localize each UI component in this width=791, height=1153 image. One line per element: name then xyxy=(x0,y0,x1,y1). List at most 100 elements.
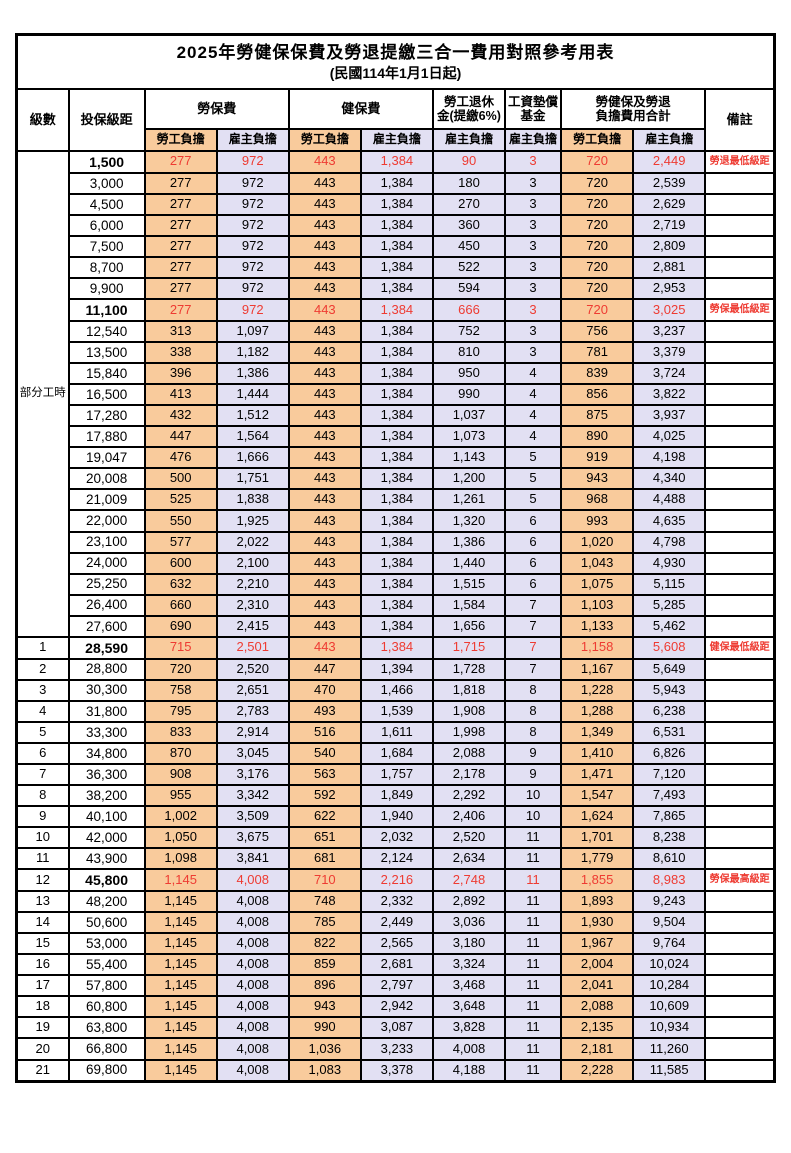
li-employee-cell: 525 xyxy=(143,488,218,512)
pension-employer-cell: 3,828 xyxy=(431,1016,507,1040)
total-employee-cell: 1,075 xyxy=(560,572,635,596)
remark-cell xyxy=(704,446,776,470)
table-row: 7 36,300 908 3,176 563 1,757 2,178 9 1,471 7,120 xyxy=(15,762,776,786)
li-employer-cell: 2,210 xyxy=(215,572,290,596)
hi-employer-cell: 1,384 xyxy=(359,340,434,365)
total-employee-cell: 756 xyxy=(560,319,635,343)
table-row: 14 50,600 1,145 4,008 785 2,449 3,036 11 1,930 9,… xyxy=(15,911,776,935)
table-row: 12 45,800 1,145 4,008 710 2,216 2,748 11 1,855 8,… xyxy=(15,868,776,892)
remark-cell xyxy=(704,213,776,237)
col-header-remark: 備註 xyxy=(704,88,776,152)
bracket-cell: 60,800 xyxy=(67,995,146,1019)
total-employer-cell: 10,934 xyxy=(632,1016,707,1040)
pension-employer-cell: 1,386 xyxy=(431,530,507,554)
li-employee-cell: 476 xyxy=(143,446,218,470)
total-employer-cell: 2,881 xyxy=(632,256,707,280)
remark-cell xyxy=(704,847,776,871)
hi-employer-cell: 1,611 xyxy=(359,720,434,744)
bracket-cell: 66,800 xyxy=(67,1037,146,1061)
li-employer-cell: 2,783 xyxy=(215,699,290,723)
li-employer-cell: 3,176 xyxy=(215,762,290,786)
table-row: 12,540 313 1,097 443 1,384 752 3 756 3,237 xyxy=(17,319,776,343)
hi-employer-cell: 1,384 xyxy=(359,467,434,491)
remark-cell xyxy=(704,404,776,428)
li-employer-cell: 2,501 xyxy=(215,635,290,660)
remark-cell xyxy=(704,657,776,681)
remark-cell xyxy=(704,1016,776,1040)
bracket-cell: 57,800 xyxy=(67,974,146,998)
total-employee-cell: 720 xyxy=(560,298,635,322)
total-employee-cell: 1,893 xyxy=(560,889,635,914)
pension-employer-cell: 1,440 xyxy=(431,551,507,575)
total-employee-cell: 1,349 xyxy=(560,720,635,744)
pension-employer-cell: 2,892 xyxy=(431,889,507,914)
total-employee-cell: 968 xyxy=(560,488,635,512)
header-row-burden: 勞工負擔 雇主負擔 勞工負擔 雇主負擔 雇主負擔 雇主負擔 勞工負擔 雇主負擔 xyxy=(17,128,775,152)
fund-employer-cell: 11 xyxy=(504,911,563,935)
table-row: 11,100 277 972 443 1,384 666 3 720 3,025 勞保最低級距 xyxy=(17,298,776,322)
total-employer-cell: 4,025 xyxy=(632,425,707,449)
table-row: 21,009 525 1,838 443 1,384 1,261 5 968 4,488 xyxy=(17,488,776,512)
bracket-cell: 23,100 xyxy=(67,530,146,554)
total-employer-cell: 6,238 xyxy=(632,699,707,723)
table-row: 15 53,000 1,145 4,008 822 2,565 3,180 11 1,967 9,… xyxy=(15,932,776,956)
total-employee-cell: 720 xyxy=(560,150,635,174)
level-cell: 14 xyxy=(15,911,70,935)
li-employer-cell: 4,008 xyxy=(215,1037,290,1061)
remark-cell xyxy=(704,932,776,956)
hi-employer-cell: 1,384 xyxy=(359,551,434,575)
table-row: 16,500 413 1,444 443 1,384 990 4 856 3,822 xyxy=(17,383,776,407)
bracket-cell: 30,300 xyxy=(67,678,146,702)
hi-employee-cell: 443 xyxy=(287,383,362,407)
pension-employer-cell: 1,515 xyxy=(431,572,507,596)
hi-employee-cell: 447 xyxy=(287,657,362,681)
total-employer-cell: 5,608 xyxy=(632,635,707,660)
page-subtitle: (民國114年1月1日起) xyxy=(329,64,462,81)
bracket-cell: 27,600 xyxy=(67,614,146,638)
pension-employer-cell: 4,188 xyxy=(431,1058,507,1083)
hi-employee-cell: 681 xyxy=(287,847,362,871)
li-employer-cell: 972 xyxy=(215,192,290,216)
total-employer-cell: 3,937 xyxy=(632,404,707,428)
total-employer-cell: 8,238 xyxy=(632,826,707,850)
level-cell: 6 xyxy=(15,741,70,765)
table-row: 20,008 500 1,751 443 1,384 1,200 5 943 4,340 xyxy=(17,467,776,491)
li-employer-cell: 3,509 xyxy=(215,805,290,829)
pension-employer-cell: 1,200 xyxy=(431,467,507,491)
li-employer-cell: 4,008 xyxy=(215,868,290,892)
hi-employee-cell: 443 xyxy=(287,572,362,596)
remark-cell xyxy=(704,974,776,998)
li-employer-cell: 1,751 xyxy=(215,467,290,491)
pension-employer-cell: 1,908 xyxy=(431,699,507,723)
bracket-cell: 13,500 xyxy=(67,340,146,365)
subheader-hi-employer: 雇主負擔 xyxy=(359,128,434,152)
li-employee-cell: 277 xyxy=(143,234,218,259)
fund-employer-cell: 5 xyxy=(504,488,563,512)
table-row: 7,500 277 972 443 1,384 450 3 720 2,809 xyxy=(17,234,776,259)
table-row: 24,000 600 2,100 443 1,384 1,440 6 1,043 4,930 xyxy=(17,551,776,575)
remark-cell xyxy=(704,1058,776,1083)
li-employer-cell: 2,914 xyxy=(215,720,290,744)
total-employer-cell: 11,260 xyxy=(632,1037,707,1061)
total-employer-cell: 10,024 xyxy=(632,953,707,977)
total-employer-cell: 4,635 xyxy=(632,509,707,533)
fund-employer-cell: 6 xyxy=(504,551,563,575)
li-employer-cell: 972 xyxy=(215,150,290,174)
level-cell: 9 xyxy=(15,805,70,829)
li-employee-cell: 660 xyxy=(143,593,218,617)
hi-employer-cell: 1,384 xyxy=(359,572,434,596)
hi-employee-cell: 470 xyxy=(287,678,362,702)
li-employer-cell: 4,008 xyxy=(215,889,290,914)
level-cell: 21 xyxy=(15,1058,70,1083)
hi-employer-cell: 2,942 xyxy=(359,995,434,1019)
table-row: 3,000 277 972 443 1,384 180 3 720 2,539 xyxy=(17,171,776,195)
remark-cell xyxy=(704,530,776,554)
li-employer-cell: 3,841 xyxy=(215,847,290,871)
fund-employer-cell: 10 xyxy=(504,805,563,829)
remark-cell xyxy=(704,234,776,259)
total-employee-cell: 2,041 xyxy=(560,974,635,998)
fund-employer-cell: 7 xyxy=(504,657,563,681)
total-employer-cell: 4,930 xyxy=(632,551,707,575)
hi-employer-cell: 1,384 xyxy=(359,635,434,660)
li-employer-cell: 4,008 xyxy=(215,932,290,956)
